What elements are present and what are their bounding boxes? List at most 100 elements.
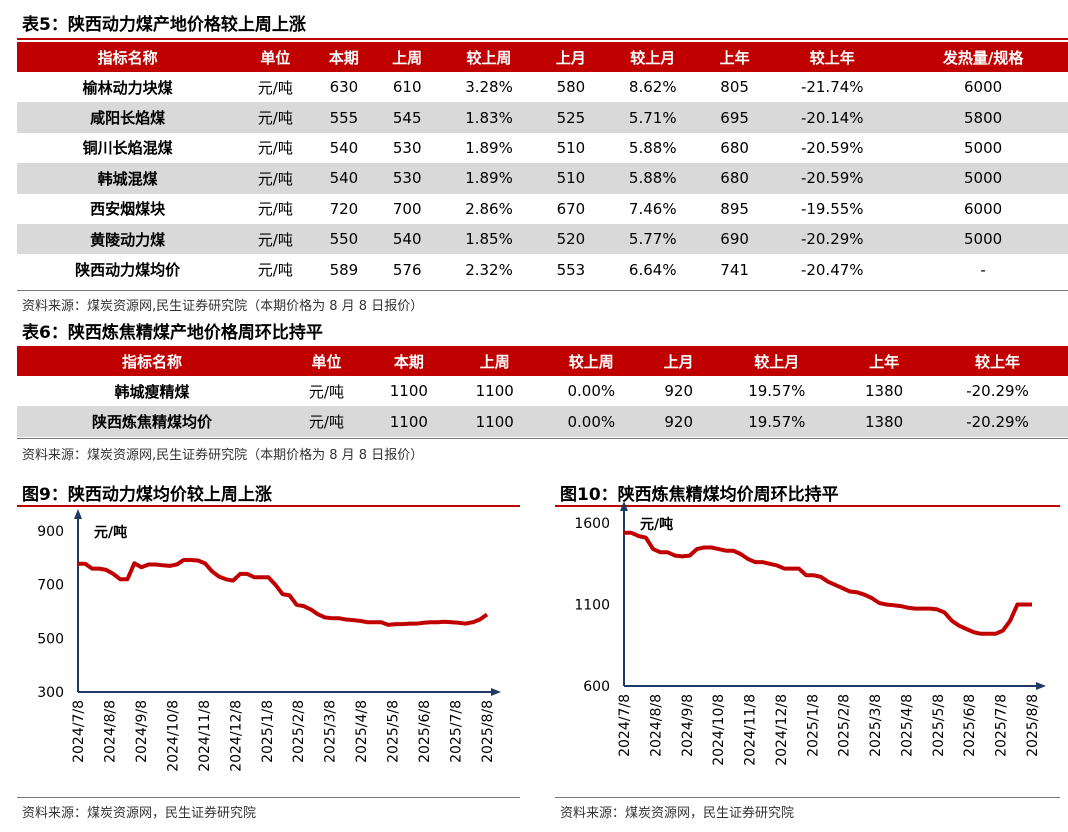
x-tick-label: 2024/10/8 <box>165 700 181 772</box>
unit-label: 元/吨 <box>94 524 127 541</box>
table6-header-cell: 较上年 <box>975 352 1021 371</box>
table-cell: 韩城瘦精煤 <box>114 382 190 401</box>
table-cell: 19.57% <box>748 412 806 431</box>
table5-bottom-rule <box>17 290 1068 291</box>
table-cell: -21.74% <box>800 78 864 97</box>
table-cell: 2.86% <box>465 199 513 218</box>
x-tick-label: 2024/11/8 <box>743 694 759 766</box>
table-cell: 555 <box>329 108 359 127</box>
x-tick-label: 2025/2/8 <box>291 700 307 763</box>
table6: 指标名称 单位 本期 上周 较上周 上月 较上月 上年 较上年 韩城瘦精煤 元/吨 1100 1100… <box>17 346 1068 437</box>
x-tick-label: 2025/8/8 <box>480 700 496 763</box>
table-cell: 5.77% <box>628 230 677 249</box>
table6-header-cell: 本期 <box>393 352 424 371</box>
table-cell: 550 <box>329 230 359 249</box>
table6-header-cell: 单位 <box>311 352 342 371</box>
table6-bottom-rule <box>17 438 1068 439</box>
table-cell: 0.00% <box>567 412 616 431</box>
table6-header-cell: 较上月 <box>754 352 800 371</box>
table5-top-rule <box>17 38 1068 40</box>
table-cell: 元/吨 <box>257 261 293 280</box>
x-tick-label: 2024/11/8 <box>197 700 213 772</box>
chart9-title-rule <box>17 505 520 507</box>
table-cell: -19.55% <box>800 199 864 218</box>
x-tick-label: 2024/10/8 <box>711 694 727 766</box>
table-cell: 589 <box>329 260 359 279</box>
table-cell: 700 <box>392 199 422 218</box>
table-cell: 5800 <box>964 108 1003 127</box>
chart10: 600 1100 1600 元/吨 2024/7/8 2024/8/8 2024/9/8 20… <box>574 501 1046 766</box>
table-cell: 咸阳长焰煤 <box>90 109 166 128</box>
chart9-source: 资料来源：煤炭资源网，民生证券研究院 <box>22 806 257 821</box>
table-cell: 670 <box>556 199 586 218</box>
table-cell: 1100 <box>475 382 514 401</box>
table-cell: 6000 <box>964 199 1003 218</box>
table5-header-cell: 发热量/规格 <box>942 48 1024 67</box>
table-cell: 元/吨 <box>308 382 344 401</box>
x-tick-label: 2025/4/8 <box>899 694 915 757</box>
table-row: 黄陵动力煤 元/吨 550 540 1.85% 520 5.77% 690 -20.29% 500… <box>17 223 1068 255</box>
x-tick-label: 2024/12/8 <box>774 694 790 766</box>
table-cell: 895 <box>720 199 749 218</box>
table-cell: -20.59% <box>800 169 864 188</box>
table-cell: -20.29% <box>800 230 864 249</box>
table-cell: 6.64% <box>628 260 677 279</box>
table-cell: 1.85% <box>465 230 513 249</box>
table-cell: -20.29% <box>966 412 1029 431</box>
table5: 指标名称 单位 本期 上周 较上周 上月 较上月 上年 较上年 发热量/规格 榆林动力块煤 元/吨 6… <box>17 42 1068 285</box>
x-tick-label: 2025/4/8 <box>354 700 370 763</box>
table-cell: 1100 <box>389 382 428 401</box>
table-cell: 580 <box>556 78 586 97</box>
table-cell: -20.29% <box>966 382 1029 401</box>
unit-label: 元/吨 <box>640 516 673 533</box>
table5-header-cell: 上月 <box>555 48 586 67</box>
table-row: 陕西炼焦精煤均价 元/吨 1100 1100 0.00% 920 19.57% 1380 -20… <box>17 406 1068 437</box>
x-axis-arrow <box>491 688 501 696</box>
x-tick-label: 2025/1/8 <box>260 700 276 763</box>
table-cell: 680 <box>720 138 749 157</box>
table-cell: 720 <box>329 199 359 218</box>
x-tick-label: 2025/7/8 <box>449 700 465 763</box>
table-cell: 1.89% <box>465 138 513 157</box>
table-row: 韩城瘦精煤 元/吨 1100 1100 0.00% 920 19.57% 1380 -20.29… <box>17 376 1068 406</box>
chart10-title: 图10：陕西炼焦精煤均价周环比持平 <box>560 485 839 505</box>
table-cell: 7.46% <box>628 199 677 218</box>
y-tick-label: 900 <box>37 524 64 540</box>
table-cell: 19.57% <box>748 382 806 401</box>
table5-header-row: 指标名称 单位 本期 上周 较上周 上月 较上月 上年 较上年 发热量/规格 <box>17 42 1068 72</box>
table-cell: -20.59% <box>800 138 864 157</box>
x-tick-label: 2025/6/8 <box>417 700 433 763</box>
x-tick-label: 2025/5/8 <box>931 694 947 757</box>
table-cell: 0.00% <box>567 382 616 401</box>
table-cell: 5000 <box>964 138 1003 157</box>
chart9-title: 图9：陕西动力煤均价较上周上涨 <box>22 485 272 505</box>
table-cell: 5.88% <box>628 169 677 188</box>
table-cell: 6000 <box>964 78 1003 97</box>
table-cell: 1380 <box>865 382 904 401</box>
table-cell: 630 <box>329 78 359 97</box>
table-cell: 3.28% <box>465 78 513 97</box>
x-tick-label: 2025/1/8 <box>805 694 821 757</box>
table5-header-cell: 本期 <box>328 48 359 67</box>
table-cell: 铜川长焰混煤 <box>82 139 173 158</box>
table-cell: 1100 <box>475 412 514 431</box>
table-cell: 元/吨 <box>257 200 293 219</box>
x-tick-label: 2025/7/8 <box>994 694 1010 757</box>
table-cell: 510 <box>556 169 586 188</box>
table5-title: 表5：陕西动力煤产地价格较上周上涨 <box>22 15 306 35</box>
table-cell: 920 <box>664 382 693 401</box>
table-cell: 韩城混煤 <box>97 169 158 188</box>
table6-header-cell: 上周 <box>479 352 510 371</box>
x-tick-label: 2024/9/8 <box>680 694 696 757</box>
table-cell: - <box>980 260 986 279</box>
table-cell: 榆林动力块煤 <box>82 78 173 97</box>
table-row: 铜川长焰混煤 元/吨 540 530 1.89% 510 5.88% 680 -20.59% 50… <box>17 133 1068 163</box>
table-cell: 530 <box>392 138 422 157</box>
table6-header-cell: 上月 <box>663 352 694 371</box>
table-cell: 8.62% <box>628 78 677 97</box>
x-tick-label: 2024/12/8 <box>228 700 244 772</box>
table5-header-cell: 上周 <box>392 48 423 67</box>
x-tick-label: 2024/7/8 <box>71 700 87 763</box>
table-cell: 1.89% <box>465 169 513 188</box>
y-tick-label: 700 <box>37 578 64 594</box>
